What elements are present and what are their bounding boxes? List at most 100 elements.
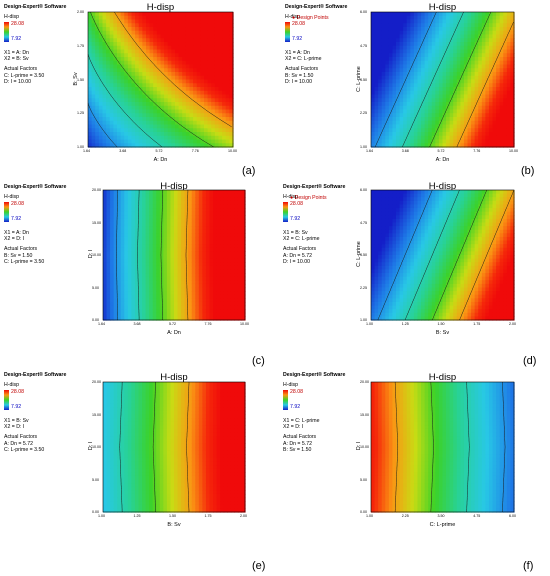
heatmap-cell (95, 94, 100, 99)
heatmap-cell (181, 222, 186, 227)
heatmap-cell (456, 90, 461, 96)
heatmap-cell (403, 79, 408, 84)
heatmap-cell (460, 23, 465, 28)
y-tick-label: 1.00 (360, 145, 367, 149)
heatmap-cell (91, 135, 96, 141)
heatmap-cell (160, 38, 165, 43)
heatmap-cell (170, 190, 175, 195)
heatmap-cell (159, 233, 164, 238)
heatmap-cell (191, 215, 196, 220)
heatmap-cell (435, 12, 440, 17)
heatmap-cell (138, 53, 143, 58)
heatmap-cell (209, 291, 214, 296)
heatmap-cell (388, 208, 394, 213)
heatmap-cell (117, 280, 122, 285)
heatmap-cell (131, 30, 136, 36)
heatmap-cell (485, 23, 490, 28)
heatmap-cell (431, 53, 436, 58)
heatmap-cell (166, 226, 172, 231)
contour-line (87, 54, 163, 148)
heatmap-cell (371, 72, 376, 77)
heatmap-cell (103, 273, 108, 278)
heatmap-cell (209, 273, 214, 278)
heatmap-cell (431, 94, 436, 99)
heatmap-cell (209, 262, 214, 267)
heatmap-cell (113, 222, 118, 227)
heatmap-cell (431, 87, 436, 92)
heatmap-cell (392, 197, 397, 202)
heatmap-cell (371, 132, 376, 137)
heatmap-cell (446, 68, 451, 73)
heatmap-cell (421, 102, 426, 107)
heatmap-cell (403, 236, 408, 242)
heatmap-cell (381, 139, 386, 144)
heatmap-cell (371, 75, 376, 81)
heatmap-cell (442, 124, 447, 129)
heatmap-cell (91, 30, 96, 36)
heatmap-cell (174, 218, 179, 224)
heatmap-cell (442, 60, 447, 66)
heatmap-cell (442, 143, 447, 148)
heatmap-cell (106, 64, 111, 69)
heatmap-cell (218, 45, 223, 51)
heatmap-cell (388, 12, 394, 17)
heatmap-cell (205, 204, 211, 209)
heatmap-cell (91, 98, 96, 103)
heatmap-cell (124, 283, 129, 289)
heatmap-cell (156, 280, 161, 285)
heatmap-cell (214, 49, 220, 54)
heatmap-cell (106, 229, 111, 234)
heatmap-cell (142, 45, 147, 51)
heatmap-cell (178, 57, 183, 62)
heatmap-cell (399, 30, 404, 36)
heatmap-cell (156, 30, 162, 36)
heatmap-cell (406, 117, 411, 122)
heatmap-cell (230, 233, 235, 238)
heatmap-cell (171, 34, 176, 39)
heatmap-cell (381, 12, 386, 17)
heatmap-cell (406, 222, 411, 227)
heatmap-cell (385, 204, 390, 209)
heatmap-cell (478, 128, 483, 133)
heatmap-cell (145, 204, 150, 209)
heatmap-cell (213, 236, 218, 242)
heatmap-cell (399, 12, 404, 17)
heatmap-cell (160, 79, 165, 84)
heatmap-cell (175, 53, 180, 58)
heatmap-cell (241, 273, 246, 278)
heatmap-cell (106, 98, 111, 103)
heatmap-cell (205, 236, 211, 242)
heatmap-cell (113, 200, 118, 206)
heatmap-cell (160, 117, 165, 122)
heatmap-cell (492, 120, 497, 126)
heatmap-cell (156, 233, 161, 238)
heatmap-cell (229, 90, 234, 96)
heatmap-cell (88, 132, 93, 137)
heatmap-cell (156, 229, 161, 234)
heatmap-cell (381, 190, 386, 195)
heatmap-cell (403, 135, 408, 141)
heatmap-cell (164, 12, 169, 17)
heatmap-cell (142, 102, 147, 107)
heatmap-cell (403, 287, 408, 292)
heatmap-cell (229, 38, 234, 43)
heatmap-cell (392, 19, 397, 24)
heatmap-cell (216, 291, 221, 296)
heatmap-cell (399, 211, 404, 216)
heatmap-cell (200, 15, 205, 21)
heatmap-cell (182, 120, 187, 126)
heatmap-cell (371, 197, 376, 202)
heatmap-cell (385, 244, 390, 249)
heatmap-cell (156, 109, 162, 114)
heatmap-cell (152, 301, 157, 307)
heatmap-cell (492, 113, 497, 118)
heatmap-cell (417, 215, 422, 220)
heatmap-cell (234, 236, 239, 242)
heatmap-cell (163, 244, 168, 249)
heatmap-cell (478, 132, 483, 137)
heatmap-cell (164, 94, 169, 99)
heatmap-cell (145, 255, 150, 260)
heatmap-cell (142, 226, 147, 231)
heatmap-cell (463, 132, 469, 137)
heatmap-cell (421, 255, 426, 260)
